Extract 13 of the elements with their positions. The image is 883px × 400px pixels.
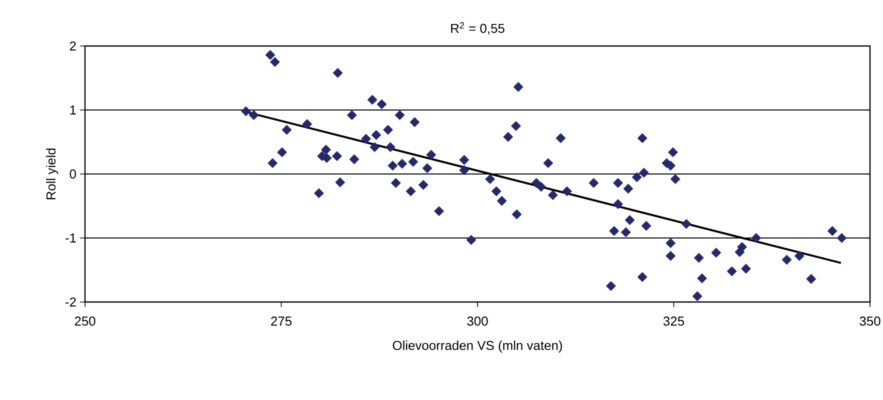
x-tick-label: 275 bbox=[271, 316, 292, 326]
y-tick-label: 2 bbox=[70, 41, 76, 51]
x-tick-label: 250 bbox=[74, 316, 96, 326]
chart-title: R$^{2}$ = 0,55 bbox=[451, 22, 504, 34]
y-axis-title: Roll yield bbox=[46, 148, 58, 200]
y-tick-label: -1 bbox=[66, 234, 76, 242]
x-tick-label: 325 bbox=[663, 316, 684, 326]
x-axis-title: Olievoorraden VS (mln vaten) bbox=[392, 340, 562, 353]
x-tick-label: 350 bbox=[860, 316, 880, 326]
y-tick-label: 0 bbox=[70, 169, 76, 179]
x-tick-label: 300 bbox=[467, 316, 488, 326]
y-tick-label: 1 bbox=[70, 106, 76, 114]
y-tick-label: -2 bbox=[66, 297, 76, 307]
